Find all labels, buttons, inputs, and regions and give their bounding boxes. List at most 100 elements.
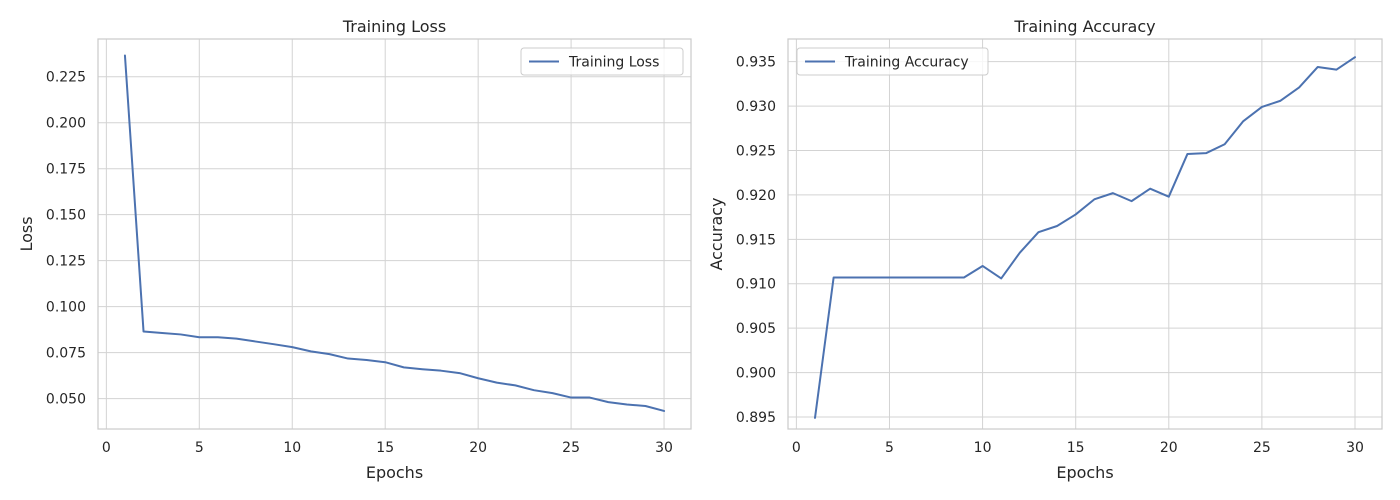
y-tick-label: 0.910 bbox=[736, 277, 776, 293]
y-tick-label: 0.930 bbox=[736, 99, 776, 115]
y-axis-label: Loss bbox=[17, 216, 36, 251]
legend-box bbox=[520, 47, 684, 76]
y-tick-label: 0.895 bbox=[736, 410, 776, 426]
data-point bbox=[870, 277, 872, 279]
data-point bbox=[310, 350, 312, 352]
x-tick-label: 30 bbox=[655, 440, 673, 456]
data-point bbox=[1000, 277, 1002, 279]
data-point bbox=[1205, 152, 1207, 154]
data-point bbox=[589, 397, 591, 399]
data-point bbox=[1224, 143, 1226, 145]
y-tick-label: 0.175 bbox=[46, 162, 86, 178]
x-tick-label: 5 bbox=[885, 440, 894, 456]
legend-label: Training Accuracy bbox=[844, 55, 969, 71]
x-tick-label: 0 bbox=[792, 440, 801, 456]
y-tick-label: 0.100 bbox=[46, 300, 86, 316]
data-point bbox=[143, 331, 145, 333]
data-point bbox=[421, 368, 423, 370]
data-point bbox=[459, 372, 461, 374]
data-point bbox=[1335, 69, 1337, 71]
data-point bbox=[552, 392, 554, 394]
data-point bbox=[440, 370, 442, 372]
data-point bbox=[851, 277, 853, 279]
data-point bbox=[254, 340, 256, 342]
data-point bbox=[663, 410, 665, 412]
data-point bbox=[514, 384, 516, 386]
data-point bbox=[1149, 188, 1151, 190]
data-point bbox=[888, 277, 890, 279]
data-point bbox=[477, 377, 479, 379]
y-tick-label: 0.050 bbox=[46, 392, 86, 408]
data-point bbox=[366, 359, 368, 361]
data-point bbox=[180, 333, 182, 335]
grid bbox=[788, 39, 1382, 429]
data-point bbox=[1019, 252, 1021, 254]
y-tick-label: 0.915 bbox=[736, 232, 776, 248]
data-point bbox=[533, 389, 535, 391]
data-point bbox=[217, 336, 219, 338]
x-tick-label: 10 bbox=[283, 440, 301, 456]
data-point bbox=[1186, 153, 1188, 155]
data-point bbox=[1168, 196, 1170, 198]
y-tick-label: 0.905 bbox=[736, 321, 776, 337]
data-point bbox=[1298, 86, 1300, 88]
x-tick-label: 30 bbox=[1346, 440, 1364, 456]
data-point bbox=[1242, 120, 1244, 122]
data-point bbox=[1112, 192, 1114, 194]
data-point bbox=[982, 265, 984, 267]
data-point bbox=[1354, 56, 1356, 58]
data-point bbox=[926, 277, 928, 279]
x-tick-label: 10 bbox=[974, 440, 992, 456]
data-point bbox=[124, 55, 126, 57]
chart-title: Training Loss bbox=[342, 17, 446, 36]
data-point bbox=[833, 277, 835, 279]
data-point bbox=[626, 404, 628, 406]
chart-title: Training Accuracy bbox=[1013, 17, 1155, 36]
y-tick-label: 0.150 bbox=[46, 208, 86, 224]
series-line-1 bbox=[123, 54, 666, 412]
data-point bbox=[1075, 213, 1077, 215]
data-point bbox=[1280, 100, 1282, 102]
axes-frame bbox=[787, 38, 1383, 430]
data-point bbox=[1093, 198, 1095, 200]
data-point bbox=[403, 366, 405, 368]
axes-frame bbox=[97, 38, 692, 430]
data-point bbox=[384, 361, 386, 363]
data-point bbox=[907, 277, 909, 279]
data-point bbox=[347, 358, 349, 360]
data-point bbox=[1131, 200, 1133, 202]
data-point bbox=[644, 405, 646, 407]
data-point bbox=[944, 277, 946, 279]
x-tick-label: 25 bbox=[1253, 440, 1271, 456]
data-point bbox=[1056, 225, 1058, 227]
data-point bbox=[607, 401, 609, 403]
legend: Training Accuracy bbox=[796, 47, 989, 76]
y-axis-label: Accuracy bbox=[707, 197, 726, 270]
series-line-1 bbox=[814, 56, 1356, 419]
data-point bbox=[1037, 231, 1039, 233]
series-points bbox=[124, 55, 665, 412]
x-axis-label: Epochs bbox=[366, 463, 423, 482]
y-tick-label: 0.200 bbox=[46, 116, 86, 132]
series-points bbox=[814, 56, 1356, 419]
data-point bbox=[291, 346, 293, 348]
data-point bbox=[1317, 66, 1319, 68]
chart-panel-1: 0 5 10 15 20 25 30 0.050 0.075 0.100 0.125 0.150 0.1… bbox=[17, 17, 692, 482]
x-tick-label: 5 bbox=[195, 440, 204, 456]
data-point bbox=[273, 343, 275, 345]
y-tick-label: 0.075 bbox=[46, 346, 86, 362]
x-tick-label: 20 bbox=[1160, 440, 1178, 456]
data-point bbox=[496, 382, 498, 384]
legend: Training Loss bbox=[520, 47, 684, 76]
x-tick-label: 25 bbox=[562, 440, 580, 456]
y-tick-label: 0.225 bbox=[46, 70, 86, 86]
x-tick-label: 15 bbox=[376, 440, 394, 456]
y-tick-label: 0.900 bbox=[736, 366, 776, 382]
grid bbox=[98, 39, 691, 429]
data-point bbox=[963, 277, 965, 279]
x-tick-label: 20 bbox=[469, 440, 487, 456]
x-tick-label: 0 bbox=[102, 440, 111, 456]
y-tick-label: 0.925 bbox=[736, 143, 776, 159]
data-point bbox=[570, 397, 572, 399]
